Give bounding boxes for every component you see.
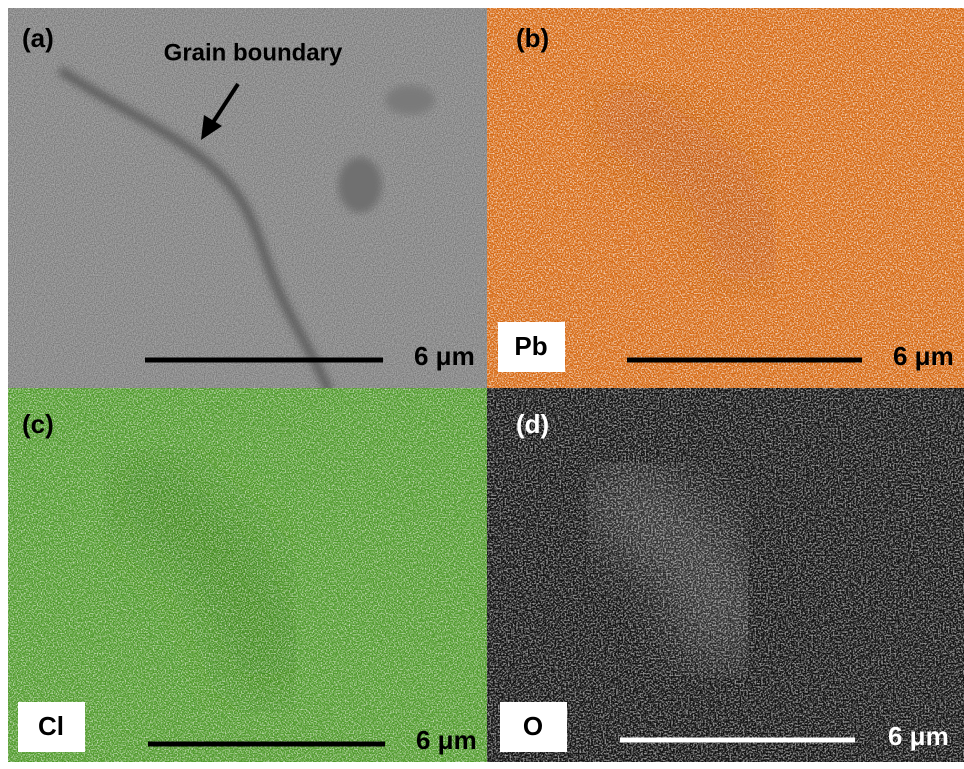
element-label: Cl <box>38 711 64 741</box>
annotation: Grain boundary <box>164 39 343 66</box>
panel-label: (c) <box>22 409 54 439</box>
panel-label: (a) <box>22 23 54 53</box>
scale-bar-label: 6 μm <box>414 341 475 371</box>
element-label: Pb <box>514 331 547 361</box>
scale-bar-label: 6 μm <box>416 725 477 755</box>
scale-bar-label: 6 μm <box>893 341 954 371</box>
figure: (a) Grain boundary 6 μm (b) Pb 6 μm (c) … <box>0 0 964 769</box>
element-label: O <box>523 711 543 741</box>
panel-label: (b) <box>516 23 549 53</box>
scale-bar-label: 6 μm <box>888 721 949 751</box>
panel-label: (d) <box>516 409 549 439</box>
